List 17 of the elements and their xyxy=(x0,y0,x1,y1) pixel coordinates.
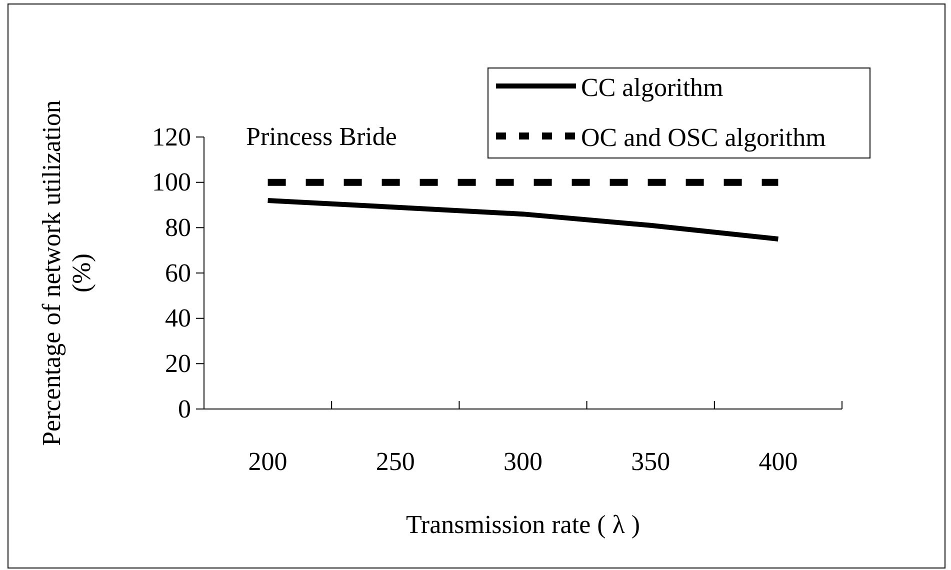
legend-label: CC algorithm xyxy=(581,73,724,102)
y-tick-label: 20 xyxy=(165,348,191,378)
y-tick-label: 0 xyxy=(178,394,191,424)
legend-label: OC and OSC algorithm xyxy=(581,123,826,152)
x-tick-label: 200 xyxy=(248,447,288,476)
x-axis-title: Transmission rate ( λ ) xyxy=(406,510,640,539)
annotation: Princess Bride xyxy=(246,122,397,151)
y-tick-label: 60 xyxy=(165,258,191,288)
y-tick-label: 80 xyxy=(165,212,191,242)
y-axis-title: Percentage of network utilization (%) xyxy=(37,100,96,446)
y-tick-label: 40 xyxy=(165,304,191,333)
y-tick-label: 120 xyxy=(152,122,191,152)
x-tick-label: 250 xyxy=(376,447,415,476)
y-tick-label: 100 xyxy=(152,168,191,197)
x-tick-label: 400 xyxy=(758,447,798,476)
x-tick-label: 350 xyxy=(631,447,670,476)
x-tick-label: 300 xyxy=(504,447,542,476)
